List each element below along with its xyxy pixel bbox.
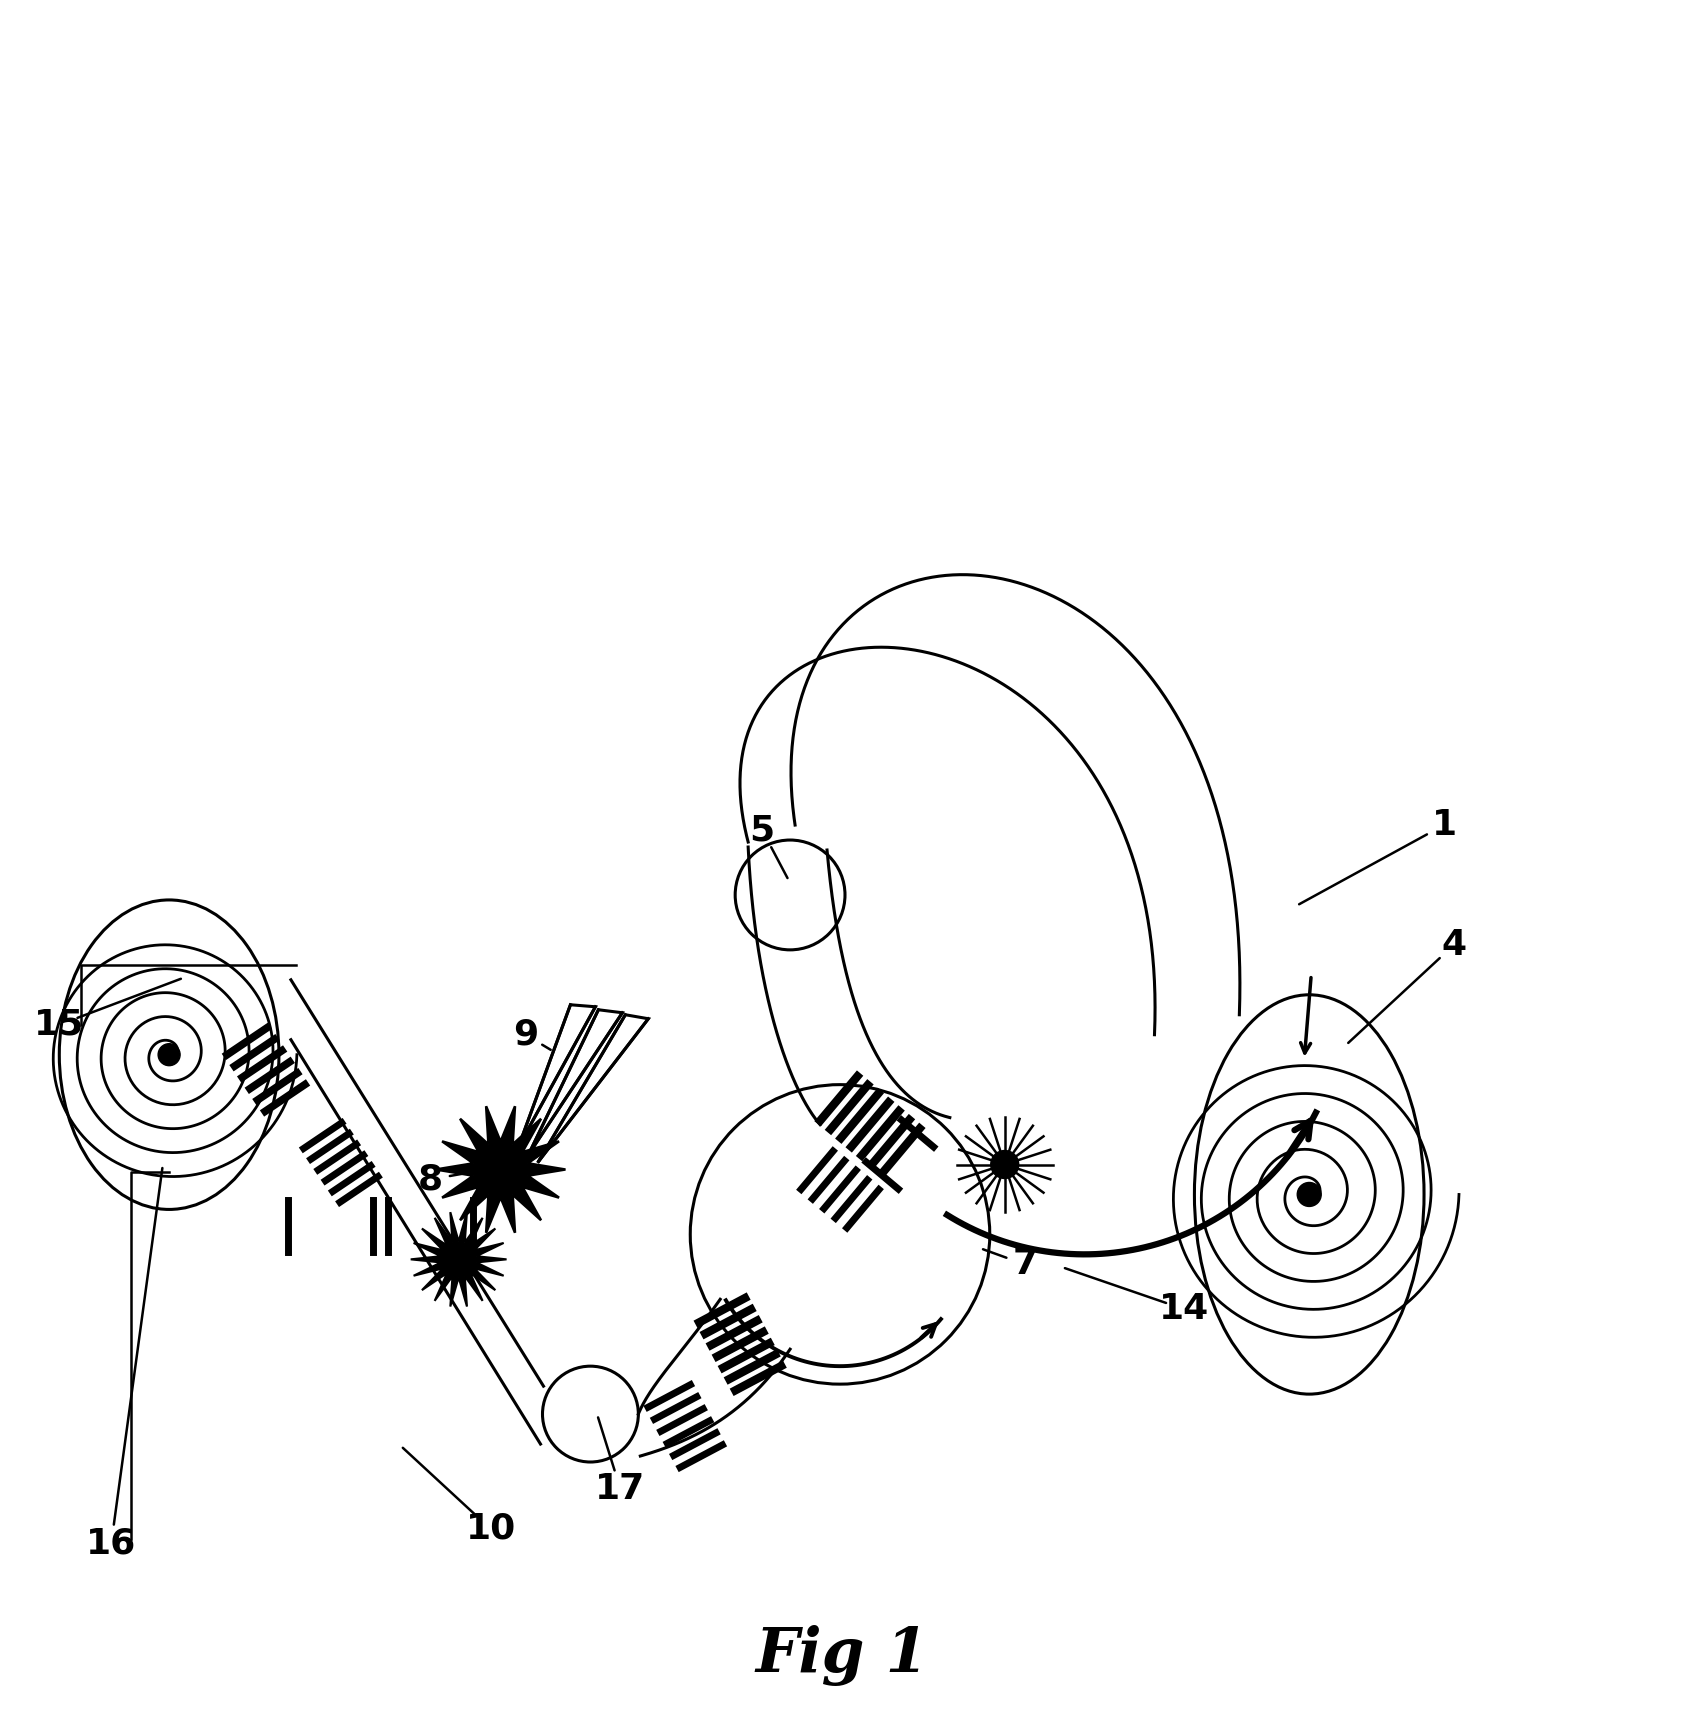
Text: 17: 17 bbox=[595, 1471, 645, 1506]
Polygon shape bbox=[411, 1213, 507, 1306]
Text: 15: 15 bbox=[34, 1007, 84, 1042]
Text: 7: 7 bbox=[1013, 1247, 1038, 1282]
Circle shape bbox=[158, 1044, 180, 1066]
Text: 8: 8 bbox=[418, 1163, 443, 1197]
Polygon shape bbox=[539, 1014, 649, 1161]
Text: 10: 10 bbox=[465, 1511, 516, 1546]
Text: 14: 14 bbox=[1159, 1292, 1210, 1327]
Circle shape bbox=[1297, 1182, 1321, 1206]
Text: 16: 16 bbox=[86, 1527, 136, 1561]
Polygon shape bbox=[436, 1106, 566, 1233]
Polygon shape bbox=[519, 1004, 595, 1147]
Circle shape bbox=[991, 1151, 1019, 1178]
Text: 5: 5 bbox=[750, 812, 775, 847]
Polygon shape bbox=[529, 1009, 622, 1154]
Text: 9: 9 bbox=[512, 1018, 538, 1052]
Text: 4: 4 bbox=[1441, 928, 1466, 963]
Text: 1: 1 bbox=[1432, 807, 1456, 842]
Text: Fig 1: Fig 1 bbox=[755, 1625, 928, 1687]
